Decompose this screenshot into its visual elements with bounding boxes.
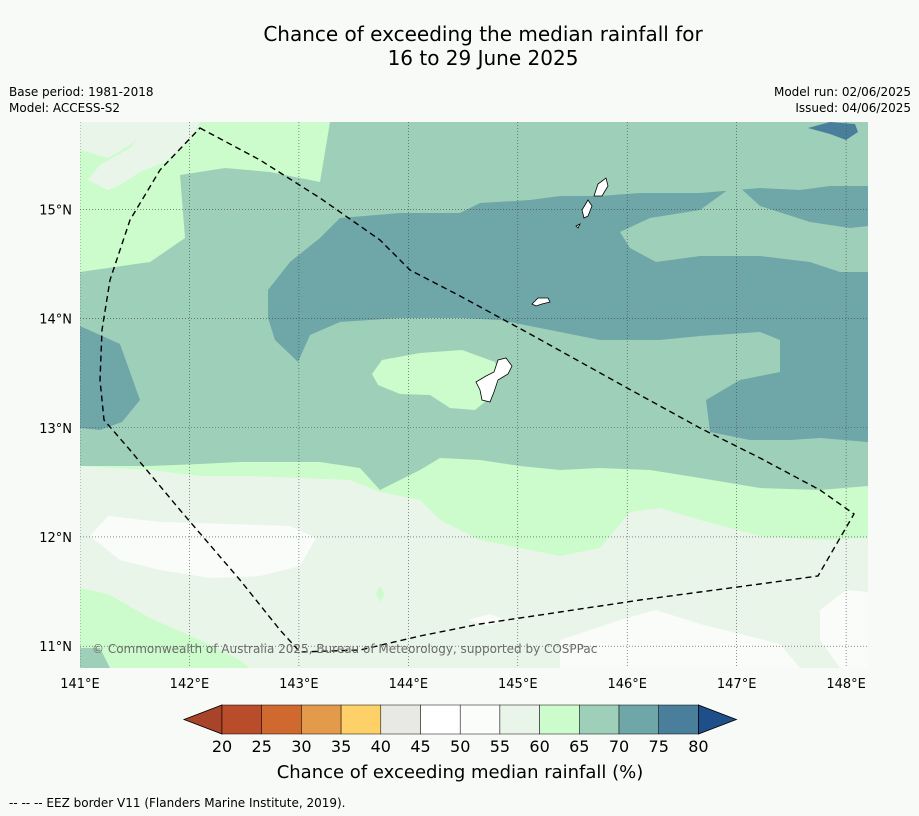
lon-tick-label: 145°E <box>498 677 538 692</box>
region-60-65-small <box>376 586 385 602</box>
lon-tick-label: 148°E <box>826 677 866 692</box>
colorbar-segment <box>618 704 659 735</box>
colorbar-segment <box>658 704 699 735</box>
colorbar-segment <box>301 704 342 735</box>
copyright-text: © Commonwealth of Australia 2025, Bureau… <box>92 642 597 656</box>
lon-tick-label: 141°E <box>60 677 100 692</box>
region-55-60-northwest-2 <box>88 122 200 190</box>
lat-tick-label: 12°N <box>39 531 72 546</box>
colorbar-tick-label: 70 <box>609 737 629 756</box>
meta-left: Base period: 1981-2018 Model: ACCESS-S2 <box>9 84 154 116</box>
model-name: Model: ACCESS-S2 <box>9 101 121 115</box>
region-60-65-southwest <box>80 588 250 668</box>
colorbar-tick-label: 20 <box>212 737 232 756</box>
colorbar-tick-label: 55 <box>490 737 510 756</box>
region-75-80 <box>808 122 858 140</box>
colorbar-tick-label: 40 <box>371 737 391 756</box>
colorbar-segment <box>499 704 540 735</box>
graticule <box>80 122 868 668</box>
title-line-1: Chance of exceeding the median rainfall … <box>263 22 703 46</box>
lat-tick-label: 15°N <box>39 203 72 218</box>
colorbar-tick-label: 75 <box>649 737 669 756</box>
latitude-tick-labels: 15°N 14°N 13°N 12°N 11°N <box>39 203 72 655</box>
colorbar-tick-label: 50 <box>450 737 470 756</box>
title-line-2: 16 to 29 June 2025 <box>387 46 579 70</box>
island-tinian <box>581 199 593 219</box>
colorbar-segment <box>539 704 580 735</box>
eez-border <box>99 127 855 653</box>
island-guam <box>475 357 513 403</box>
region-65-70-east-patch <box>620 184 868 272</box>
colorbar-segment <box>340 704 382 735</box>
colorbar: 20 25 30 35 40 45 50 55 60 65 70 75 80 <box>182 704 738 756</box>
island-rota <box>531 297 551 307</box>
colorbar-tick-label: 25 <box>252 737 272 756</box>
island-saipan <box>593 177 609 197</box>
colorbar-extend-high <box>698 704 738 735</box>
colorbar-segment <box>261 704 302 735</box>
island-aguijan <box>575 223 581 229</box>
colorbar-tick-label: 65 <box>569 737 589 756</box>
region-50-55-southwest <box>90 516 316 578</box>
colorbar-tick-label: 35 <box>331 737 351 756</box>
colorbar-segment <box>579 704 620 735</box>
lon-tick-label: 144°E <box>389 677 429 692</box>
map-plot-area: © Commonwealth of Australia 2025, Bureau… <box>80 122 868 668</box>
eez-legend-note: -- -- -- EEZ border V11 (Flanders Marine… <box>9 796 346 810</box>
chart-title: Chance of exceeding the median rainfall … <box>0 22 919 70</box>
colorbar-tick-label: 45 <box>410 737 430 756</box>
region-60-65-northwest-strip <box>80 180 100 250</box>
lat-tick-label: 11°N <box>39 640 72 655</box>
region-55-60-northwest <box>80 122 155 158</box>
colorbar-tick-label: 80 <box>688 737 708 756</box>
base-period: Base period: 1981-2018 <box>9 85 154 99</box>
colorbar-tick-label: 30 <box>291 737 311 756</box>
lat-tick-label: 13°N <box>39 422 72 437</box>
issued-date: Issued: 04/06/2025 <box>795 101 911 115</box>
colorbar-segment <box>221 704 262 735</box>
lon-tick-label: 146°E <box>607 677 647 692</box>
region-50-55-small <box>468 614 505 626</box>
lon-tick-label: 143°E <box>279 677 319 692</box>
region-65-70-southwest-corner <box>80 648 110 668</box>
region-70-75-west <box>80 326 140 430</box>
colorbar-segment <box>420 704 461 735</box>
colorbar-segment <box>459 704 501 735</box>
colorbar-segment <box>380 704 421 735</box>
colorbar-tick-label: 60 <box>529 737 549 756</box>
lon-tick-label: 147°E <box>717 677 757 692</box>
colorbar-extend-low <box>182 704 223 735</box>
colorbar-title: Chance of exceeding median rainfall (%) <box>277 762 644 783</box>
longitude-tick-labels: 141°E 142°E 143°E 144°E 145°E 146°E 147°E 148°E <box>60 677 866 692</box>
meta-right: Model run: 02/06/2025 Issued: 04/06/2025 <box>774 84 911 116</box>
region-50-55-east-edge <box>820 590 868 668</box>
lon-tick-label: 142°E <box>170 677 210 692</box>
region-50-55-southeast <box>560 610 800 668</box>
region-60-65-guam-patch <box>372 350 500 410</box>
lat-tick-label: 14°N <box>39 313 72 328</box>
model-run: Model run: 02/06/2025 <box>773 85 911 99</box>
